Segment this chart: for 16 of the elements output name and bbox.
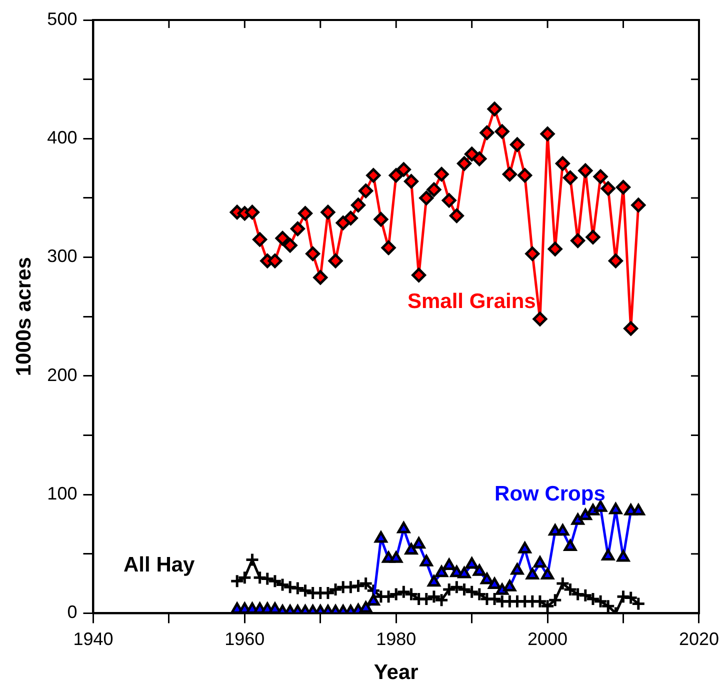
x-tick-label: 1960 (224, 628, 265, 649)
y-axis-title: 1000s acres (12, 257, 36, 376)
series-label: Small Grains (407, 290, 536, 314)
y-tick-label: 300 (47, 246, 78, 266)
y-tick-label: 0 (67, 602, 78, 622)
x-tick-label: 2020 (678, 628, 719, 649)
x-tick-label: 1980 (376, 628, 416, 649)
series-label: All Hay (124, 554, 196, 577)
y-tick-label: 400 (47, 128, 78, 148)
x-tick-label: 2000 (528, 628, 568, 649)
y-tick-label: 100 (47, 484, 78, 504)
series-label: Row Crops (494, 482, 606, 506)
x-tick-label: 1940 (73, 628, 114, 649)
x-axis-title: Year (374, 661, 418, 684)
y-tick-label: 500 (47, 8, 78, 29)
y-tick-label: 200 (47, 364, 78, 385)
